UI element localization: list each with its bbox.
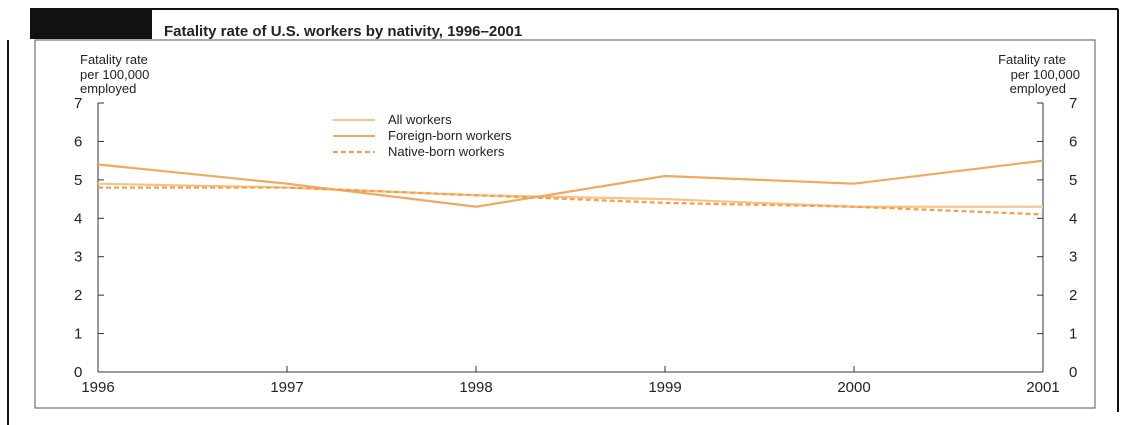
x-tick-label: 2000 [837, 379, 870, 396]
series-line-2 [98, 186, 1044, 216]
x-tick-label: 1998 [459, 379, 492, 396]
right-y-tick-label: 3 [1069, 249, 1077, 266]
series-line-0 [97, 182, 1043, 208]
right-y-tick-label: 2 [1069, 287, 1077, 304]
right-y-tick-label: 4 [1069, 210, 1077, 227]
left-y-tick-label: 1 [74, 326, 82, 343]
left-axis-label-line-2: per 100,000 [80, 67, 149, 82]
right-y-tick-label: 7 [1069, 95, 1077, 112]
chart-title: Fatality rate of U.S. workers by nativit… [164, 23, 522, 40]
y-axis-ticks: 0 0 1 1 2 2 3 3 4 4 5 5 6 6 7 7 [74, 95, 1077, 381]
left-axis-label-line-3: employed [80, 81, 136, 96]
left-y-tick-label: 0 [74, 364, 82, 381]
left-axis-label: Fatality rate per 100,000 employed [80, 52, 149, 96]
left-y-tick-label: 7 [74, 95, 82, 112]
series-line-1 [97, 159, 1044, 208]
right-axis-label: Fatality rate per 100,000 employed [998, 52, 1080, 96]
x-tick-label: 2001 [1026, 379, 1059, 396]
legend-label-1: Foreign-born workers [388, 128, 512, 143]
right-y-tick-label: 6 [1069, 133, 1077, 150]
left-y-tick-label: 3 [74, 249, 82, 266]
x-tick-label: 1996 [81, 379, 114, 396]
x-tick-label: 1999 [648, 379, 681, 396]
x-tick-label: 1997 [270, 379, 303, 396]
right-y-tick-label: 0 [1069, 364, 1077, 381]
plot-lines [97, 159, 1044, 216]
left-y-tick-label: 5 [74, 172, 82, 189]
left-y-tick-label: 4 [74, 210, 82, 227]
right-axis-label-line-1: Fatality rate [998, 52, 1066, 67]
right-axis-label-line-2: per 100,000 [1011, 67, 1080, 82]
x-axis-ticks: 1996 1997 1998 1999 2000 2001 [81, 366, 1060, 396]
left-axis-label-line-1: Fatality rate [80, 52, 148, 67]
left-y-tick-label: 2 [74, 287, 82, 304]
right-axis-label-line-3: employed [1010, 81, 1066, 96]
right-y-tick-label: 5 [1069, 172, 1077, 189]
frame-corner-block [30, 9, 152, 39]
left-y-tick-label: 6 [74, 133, 82, 150]
axes [97, 103, 1044, 373]
right-y-tick-label: 1 [1069, 326, 1077, 343]
figure-panel [34, 39, 1096, 409]
legend-label-0: All workers [388, 112, 452, 127]
legend-label-2: Native-born workers [388, 144, 505, 159]
